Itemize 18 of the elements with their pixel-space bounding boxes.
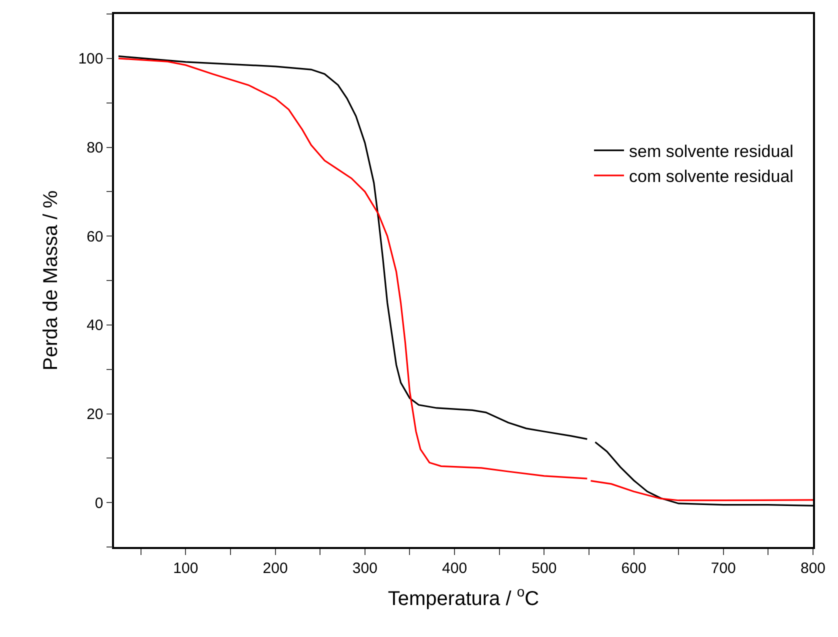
- x-tick-label: 200: [262, 560, 288, 577]
- y-tick-label: 40: [86, 317, 104, 334]
- legend-label: sem solvente residual: [629, 142, 794, 161]
- x-tick-label: 300: [352, 560, 378, 577]
- x-tick-label: 600: [621, 560, 646, 577]
- x-axis-title: Temperatura / $^{o}$C: [388, 583, 540, 610]
- x-tick-label: 700: [710, 560, 736, 577]
- x-tick-label: 800: [800, 560, 826, 577]
- y-tick-label: 100: [78, 50, 104, 68]
- y-tick-label: 20: [86, 406, 104, 423]
- y-tick-label: 80: [86, 140, 104, 156]
- y-tick-label: 60: [86, 228, 104, 246]
- y-tick-label: 0: [94, 494, 104, 512]
- x-tick-label: 500: [532, 560, 557, 577]
- y-axis-title: Perda de Massa / %: [40, 190, 62, 371]
- x-tick-label: 400: [442, 560, 468, 577]
- x-tick-label: 100: [173, 560, 198, 577]
- legend-label: com solvente residual: [629, 167, 794, 186]
